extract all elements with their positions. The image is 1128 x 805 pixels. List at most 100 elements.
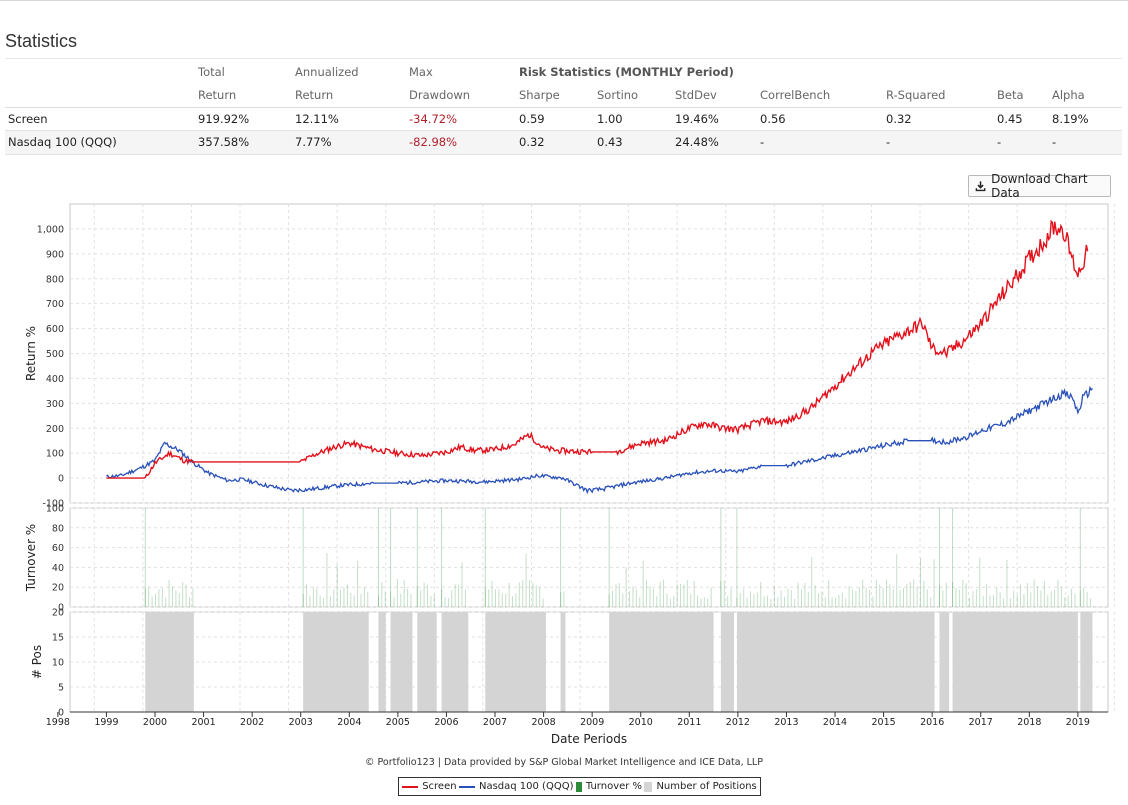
x-tick-label: 2007 bbox=[483, 717, 507, 728]
positions-bar bbox=[417, 612, 437, 712]
cell-correlbench: 0.56 bbox=[757, 107, 883, 131]
y-tick-label: 80 bbox=[52, 523, 64, 534]
table-row-benchmark: Nasdaq 100 (QQQ) 357.58% 7.77% -82.98% 0… bbox=[5, 130, 1122, 155]
cell-sortino: 0.43 bbox=[594, 130, 672, 155]
y-tick-label: 0 bbox=[58, 603, 64, 614]
legend-swatch-positions bbox=[644, 781, 653, 792]
x-tick-label: 2005 bbox=[386, 717, 410, 728]
x-tick-label: 2019 bbox=[1066, 717, 1090, 728]
cell-sharpe: 0.32 bbox=[516, 130, 594, 155]
x-tick-label: 2014 bbox=[823, 717, 847, 728]
x-tick-label: 2017 bbox=[969, 717, 993, 728]
cell-annualized-return: 12.11% bbox=[292, 107, 406, 131]
turnover-bars bbox=[144, 508, 1092, 607]
x-tick-label: 2011 bbox=[677, 717, 701, 728]
cell-correlbench: - bbox=[757, 130, 883, 155]
y-tick-label: 20 bbox=[52, 583, 64, 594]
y-tick-label: 1,000 bbox=[37, 224, 64, 235]
positions-bar bbox=[378, 612, 386, 712]
x-tick-label: 2013 bbox=[774, 717, 798, 728]
row-label: Screen bbox=[5, 107, 195, 131]
series-line-screen bbox=[106, 219, 1089, 479]
y-tick-label: 0 bbox=[58, 708, 64, 719]
header-correlbench: CorrelBench bbox=[757, 83, 883, 108]
positions-bar bbox=[560, 612, 566, 712]
positions-bar bbox=[441, 612, 469, 712]
header-drawdown: Drawdown bbox=[406, 83, 516, 108]
risk-statistics-header: Risk Statistics (MONTHLY Period) bbox=[519, 64, 734, 79]
legend-item-benchmark[interactable]: Nasdaq 100 (QQQ) bbox=[458, 781, 573, 792]
cell-total-return: 357.58% bbox=[195, 130, 292, 155]
positions-bar bbox=[609, 612, 714, 712]
header-max: Max bbox=[409, 64, 433, 79]
header-row-bottom: Return Return Drawdown Sharpe Sortino St… bbox=[5, 83, 1122, 108]
y-tick-label: 900 bbox=[46, 249, 64, 260]
cell-annualized-return: 7.77% bbox=[292, 130, 406, 155]
y-tick-label: 800 bbox=[46, 274, 64, 285]
x-tick-label: 2001 bbox=[191, 717, 215, 728]
legend-item-screen[interactable]: Screen bbox=[402, 781, 457, 792]
statistics-table: Total Annualized Max Risk Statistics (MO… bbox=[5, 60, 1122, 155]
x-tick-label: 2012 bbox=[726, 717, 750, 728]
chart-legend: Screen Nasdaq 100 (QQQ) Turnover % Numbe… bbox=[398, 777, 761, 796]
y-tick-label: 300 bbox=[46, 399, 64, 410]
header-annualized: Annualized bbox=[295, 64, 359, 79]
cell-max-drawdown: -34.72% bbox=[406, 107, 516, 131]
positions-bar bbox=[485, 612, 547, 712]
y-axis-title: Turnover % bbox=[24, 524, 38, 592]
x-tick-label: 2016 bbox=[920, 717, 944, 728]
cell-total-return: 919.92% bbox=[195, 107, 292, 131]
positions-bar bbox=[939, 612, 950, 712]
positions-bar bbox=[952, 612, 1078, 712]
positions-bar bbox=[390, 612, 413, 712]
x-axis-title: Date Periods bbox=[551, 732, 627, 746]
legend-swatch-screen bbox=[402, 785, 419, 788]
panel-frame-turnover bbox=[69, 507, 1109, 608]
header-alpha: Alpha bbox=[1049, 83, 1122, 108]
top-border bbox=[0, 0, 1128, 1]
header-return: Return bbox=[195, 83, 292, 108]
x-tick-label: 2003 bbox=[289, 717, 313, 728]
cell-sharpe: 0.59 bbox=[516, 107, 594, 131]
title-divider bbox=[5, 58, 1122, 59]
legend-swatch-turnover bbox=[575, 781, 582, 792]
positions-bar bbox=[720, 612, 734, 712]
y-tick-label: 100 bbox=[46, 449, 64, 460]
x-tick-label: 2006 bbox=[434, 717, 458, 728]
y-tick-label: 400 bbox=[46, 374, 64, 385]
download-chart-data-button[interactable]: Download Chart Data bbox=[968, 172, 1111, 200]
chart-credits: © Portfolio123 | Data provided by S&P Gl… bbox=[365, 757, 763, 768]
legend-item-turnover[interactable]: Turnover % bbox=[575, 781, 642, 792]
y-tick-label: 5 bbox=[58, 683, 64, 694]
header-annualized-return: Return bbox=[292, 83, 406, 108]
x-tick-label: 1998 bbox=[46, 717, 70, 728]
y-axis-title: # Pos bbox=[30, 645, 44, 679]
x-tick-label: 2004 bbox=[337, 717, 361, 728]
legend-item-positions[interactable]: Number of Positions bbox=[644, 781, 757, 792]
cell-alpha: 8.19% bbox=[1049, 107, 1122, 131]
header-r-squared: R-Squared bbox=[883, 83, 994, 108]
y-tick-label: 10 bbox=[52, 658, 64, 669]
positions-bar bbox=[736, 612, 935, 712]
x-tick-label: 1999 bbox=[94, 717, 118, 728]
table-row-screen: Screen 919.92% 12.11% -34.72% 0.59 1.00 … bbox=[5, 107, 1122, 131]
cell-beta: 0.45 bbox=[994, 107, 1049, 131]
y-tick-label: 15 bbox=[52, 633, 64, 644]
header-total: Total bbox=[198, 64, 225, 79]
y-tick-label: -100 bbox=[42, 499, 64, 510]
legend-swatch-benchmark bbox=[458, 785, 475, 788]
y-tick-label: 60 bbox=[52, 543, 64, 554]
series-line-nasdaq-100 bbox=[105, 385, 1093, 495]
cell-max-drawdown: -82.98% bbox=[406, 130, 516, 155]
x-tick-label: 2002 bbox=[240, 717, 264, 728]
x-tick-label: 2008 bbox=[531, 717, 555, 728]
x-tick-label: 2015 bbox=[872, 717, 896, 728]
cell-alpha: - bbox=[1049, 130, 1122, 155]
x-tick-label: 2010 bbox=[629, 717, 653, 728]
cell-stddev: 24.48% bbox=[672, 130, 757, 155]
y-tick-label: 40 bbox=[52, 563, 64, 574]
y-tick-label: 0 bbox=[58, 474, 64, 485]
header-beta: Beta bbox=[994, 83, 1049, 108]
y-tick-label: 200 bbox=[46, 424, 64, 435]
x-tick-label: 2018 bbox=[1017, 717, 1041, 728]
